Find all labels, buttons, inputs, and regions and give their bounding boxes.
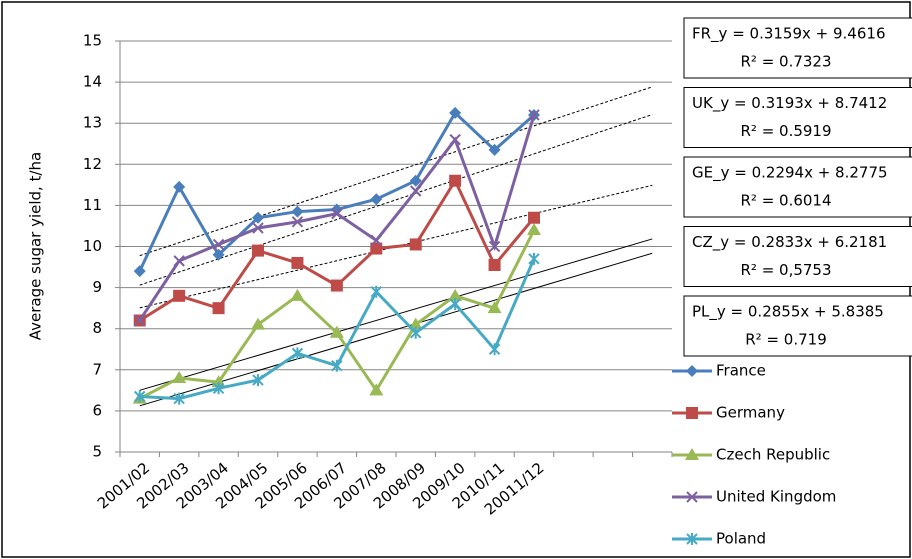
legend-marker	[686, 491, 698, 503]
marker	[488, 258, 501, 271]
marker	[448, 288, 463, 301]
legend-label: United Kingdom	[716, 488, 836, 506]
marker	[449, 133, 461, 146]
marker	[330, 203, 343, 216]
marker	[291, 216, 304, 228]
marker	[212, 238, 225, 251]
y-tick-label: 15	[83, 32, 102, 50]
marker	[488, 143, 501, 156]
y-tick-label: 13	[83, 114, 102, 132]
marker	[212, 302, 225, 315]
marker	[173, 392, 185, 405]
legend-label: Germany	[716, 404, 785, 422]
equation-box	[683, 295, 912, 357]
trendline-r-squared: R² = 0.6014	[740, 192, 831, 210]
marker	[449, 174, 462, 187]
marker	[410, 185, 422, 197]
marker	[370, 193, 383, 206]
marker	[212, 248, 225, 261]
marker	[331, 207, 343, 220]
marker	[212, 382, 225, 395]
marker	[370, 242, 383, 255]
marker	[409, 238, 422, 251]
trendline	[139, 252, 653, 407]
y-tick-label: 5	[92, 443, 102, 461]
marker	[134, 314, 146, 327]
trendline-equation: UK_y = 0.3193x + 8.7412	[692, 94, 887, 113]
marker	[172, 371, 187, 384]
equation-box	[683, 226, 912, 287]
marker	[409, 174, 422, 187]
marker	[133, 265, 146, 278]
y-axis-label: Average sugar yield, t/ha	[27, 152, 45, 340]
y-tick-label: 11	[83, 196, 102, 214]
y-tick-label: 9	[92, 278, 102, 296]
marker	[449, 106, 462, 119]
trendline-r-squared: R² = 0.7323	[740, 53, 831, 71]
legend-label: Czech Republic	[716, 446, 830, 464]
y-tick-label: 14	[83, 73, 102, 91]
y-tick-label: 6	[92, 401, 102, 419]
marker	[370, 234, 382, 247]
marker	[252, 244, 264, 257]
trendline-r-squared: R² = 0,5753	[740, 261, 831, 279]
marker	[290, 288, 305, 301]
marker	[173, 289, 186, 302]
marker	[252, 374, 264, 387]
marker	[330, 279, 343, 292]
marker	[528, 211, 540, 224]
marker	[173, 255, 185, 267]
marker	[527, 223, 541, 236]
legend-marker	[686, 407, 698, 419]
trendline-equation: CZ_y = 0.2833x + 6.2181	[692, 233, 887, 252]
y-tick-label: 8	[92, 319, 102, 337]
trendline-r-squared: R² = 0.5919	[740, 122, 831, 140]
trendline	[139, 238, 653, 391]
legend-marker	[686, 533, 698, 545]
marker	[331, 359, 343, 372]
marker	[370, 285, 382, 298]
legend-marker	[685, 448, 699, 460]
y-tick-label: 12	[83, 155, 102, 173]
marker	[488, 240, 501, 253]
trendline	[139, 184, 653, 309]
trendline-equation: GE_y = 0.2294x + 8.2775	[692, 164, 888, 183]
marker	[528, 109, 540, 121]
marker	[251, 317, 265, 330]
marker	[528, 252, 540, 265]
marker	[408, 317, 423, 330]
marker	[252, 211, 264, 224]
equation-box	[683, 156, 912, 218]
marker	[173, 180, 186, 193]
trendline-equation: PL_y = 0.2855x + 5.8385	[692, 303, 884, 322]
marker	[369, 383, 384, 396]
equation-box	[683, 87, 912, 148]
marker	[410, 326, 422, 339]
marker	[488, 343, 501, 356]
marker	[329, 325, 344, 338]
equation-box	[683, 17, 912, 79]
marker	[252, 222, 264, 234]
trendline	[139, 114, 653, 286]
marker	[487, 301, 502, 314]
trendline-equation: FR_y = 0.3159x + 9.4616	[692, 25, 885, 44]
legend-label: France	[716, 362, 766, 380]
legend-marker	[686, 365, 698, 377]
y-tick-label: 10	[83, 237, 102, 255]
marker	[291, 205, 304, 218]
marker	[291, 347, 304, 360]
marker	[449, 298, 461, 311]
legend-label: Poland	[716, 530, 766, 548]
marker	[134, 390, 146, 403]
y-tick-label: 7	[92, 360, 102, 378]
marker	[291, 256, 304, 269]
trendline-r-squared: R² = 0.719	[745, 331, 826, 349]
